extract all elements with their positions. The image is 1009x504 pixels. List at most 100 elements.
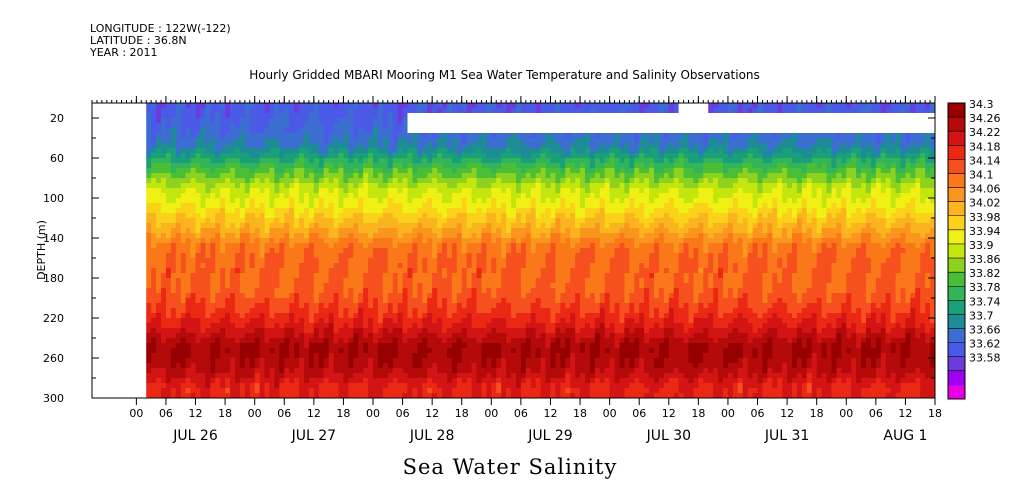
field-cell <box>348 368 354 374</box>
field-cell <box>269 168 276 174</box>
field-cell <box>279 253 285 259</box>
field-cell <box>239 318 246 324</box>
field-cell <box>244 383 251 389</box>
field-cell <box>279 158 285 164</box>
field-cell <box>299 313 305 319</box>
field-cell <box>501 163 507 169</box>
field-cell <box>451 193 458 199</box>
field-cell <box>146 203 152 209</box>
field-cell <box>156 233 162 239</box>
field-cell <box>432 368 438 374</box>
field-cell <box>358 208 364 214</box>
field-cell <box>323 118 330 124</box>
field-cell <box>225 253 231 259</box>
field-cell <box>294 113 300 119</box>
field-cell <box>481 358 487 364</box>
field-cell <box>195 278 202 284</box>
field-cell <box>254 373 261 379</box>
field-cell <box>496 253 502 259</box>
field-cell <box>496 103 502 109</box>
field-cell <box>161 263 167 269</box>
field-cell <box>382 108 389 114</box>
field-cell <box>417 288 423 294</box>
field-cell <box>205 293 211 299</box>
field-cell <box>476 338 483 344</box>
field-cell <box>328 353 335 359</box>
field-cell <box>496 243 502 249</box>
field-cell <box>481 338 487 344</box>
field-cell <box>156 268 162 274</box>
field-cell <box>535 303 542 309</box>
field-cell <box>180 308 187 314</box>
field-cell <box>338 263 345 269</box>
field-cell <box>373 208 379 214</box>
field-cell <box>303 118 310 124</box>
field-cell <box>170 263 177 269</box>
field-cell <box>432 228 438 234</box>
field-cell <box>471 148 478 154</box>
field-cell <box>165 238 172 244</box>
field-cell <box>348 153 354 159</box>
field-cell <box>461 228 468 234</box>
field-cell <box>175 218 182 224</box>
field-cell <box>427 278 433 284</box>
field-cell <box>333 358 340 364</box>
field-cell <box>200 128 206 134</box>
field-cell <box>550 228 557 234</box>
field-cell <box>437 368 443 374</box>
field-cell <box>244 293 251 299</box>
field-cell <box>432 148 438 154</box>
field-cell <box>540 313 547 319</box>
field-cell <box>299 113 305 119</box>
field-cell <box>249 133 256 139</box>
field-cell <box>299 383 305 389</box>
field-cell <box>461 363 468 369</box>
field-cell <box>397 288 404 294</box>
field-cell <box>456 388 463 394</box>
field-cell <box>506 288 512 294</box>
field-cell <box>259 323 266 329</box>
field-cell <box>387 273 394 279</box>
field-cell <box>530 388 537 394</box>
field-cell <box>284 128 290 134</box>
field-cell <box>348 133 354 139</box>
field-cell <box>560 263 566 269</box>
field-cell <box>442 238 448 244</box>
field-cell <box>377 348 384 354</box>
field-cell <box>412 223 418 229</box>
field-cell <box>165 128 172 134</box>
field-cell <box>496 233 502 239</box>
field-cell <box>348 268 354 274</box>
field-cell <box>165 268 172 274</box>
field-cell <box>387 383 394 389</box>
field-cell <box>461 388 468 394</box>
field-cell <box>525 363 532 369</box>
field-cell <box>540 263 547 269</box>
field-cell <box>392 218 399 224</box>
field-cell <box>259 318 266 324</box>
field-cell <box>471 183 478 189</box>
field-cell <box>422 308 428 314</box>
field-cell <box>471 373 478 379</box>
field-cell <box>230 133 236 139</box>
field-cell <box>402 168 409 174</box>
field-cell <box>363 243 369 249</box>
field-cell <box>358 368 364 374</box>
field-cell <box>446 248 453 254</box>
field-cell <box>308 318 315 324</box>
field-cell <box>239 233 246 239</box>
field-cell <box>195 248 202 254</box>
field-cell <box>432 103 438 109</box>
field-cell <box>303 338 310 344</box>
field-cell <box>269 308 276 314</box>
field-cell <box>353 218 359 224</box>
field-cell <box>353 228 359 234</box>
field-cell <box>338 378 345 384</box>
field-cell <box>466 268 473 274</box>
field-cell <box>382 198 389 204</box>
field-cell <box>402 253 409 259</box>
field-cell <box>328 208 335 214</box>
field-cell <box>525 338 532 344</box>
field-cell <box>225 208 231 214</box>
field-cell <box>338 173 345 179</box>
